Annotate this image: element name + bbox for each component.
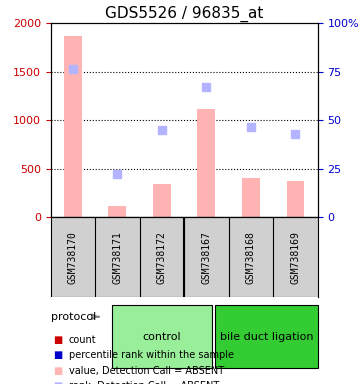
FancyBboxPatch shape (215, 305, 318, 368)
Text: rank, Detection Call = ABSENT: rank, Detection Call = ABSENT (69, 381, 219, 384)
Bar (287, 181, 304, 217)
Text: ■: ■ (53, 366, 62, 376)
Text: ■: ■ (53, 335, 62, 345)
Text: GSM738171: GSM738171 (112, 231, 122, 283)
Text: protocol: protocol (51, 312, 99, 322)
Text: GSM738172: GSM738172 (157, 231, 167, 283)
Bar (108, 206, 126, 217)
Bar (242, 177, 260, 217)
Title: GDS5526 / 96835_at: GDS5526 / 96835_at (105, 5, 263, 22)
Text: value, Detection Call = ABSENT: value, Detection Call = ABSENT (69, 366, 224, 376)
Text: ■: ■ (53, 381, 62, 384)
Text: GSM738170: GSM738170 (68, 231, 78, 283)
Text: ■: ■ (53, 350, 62, 360)
Text: control: control (143, 331, 181, 342)
Bar (153, 184, 171, 217)
Text: count: count (69, 335, 96, 345)
Bar (197, 109, 215, 217)
Bar (64, 36, 82, 217)
Text: bile duct ligation: bile duct ligation (219, 331, 313, 342)
FancyBboxPatch shape (112, 305, 212, 368)
Text: GSM738167: GSM738167 (201, 231, 212, 283)
Text: GSM738168: GSM738168 (246, 231, 256, 283)
Text: percentile rank within the sample: percentile rank within the sample (69, 350, 234, 360)
Text: GSM738169: GSM738169 (290, 231, 300, 283)
